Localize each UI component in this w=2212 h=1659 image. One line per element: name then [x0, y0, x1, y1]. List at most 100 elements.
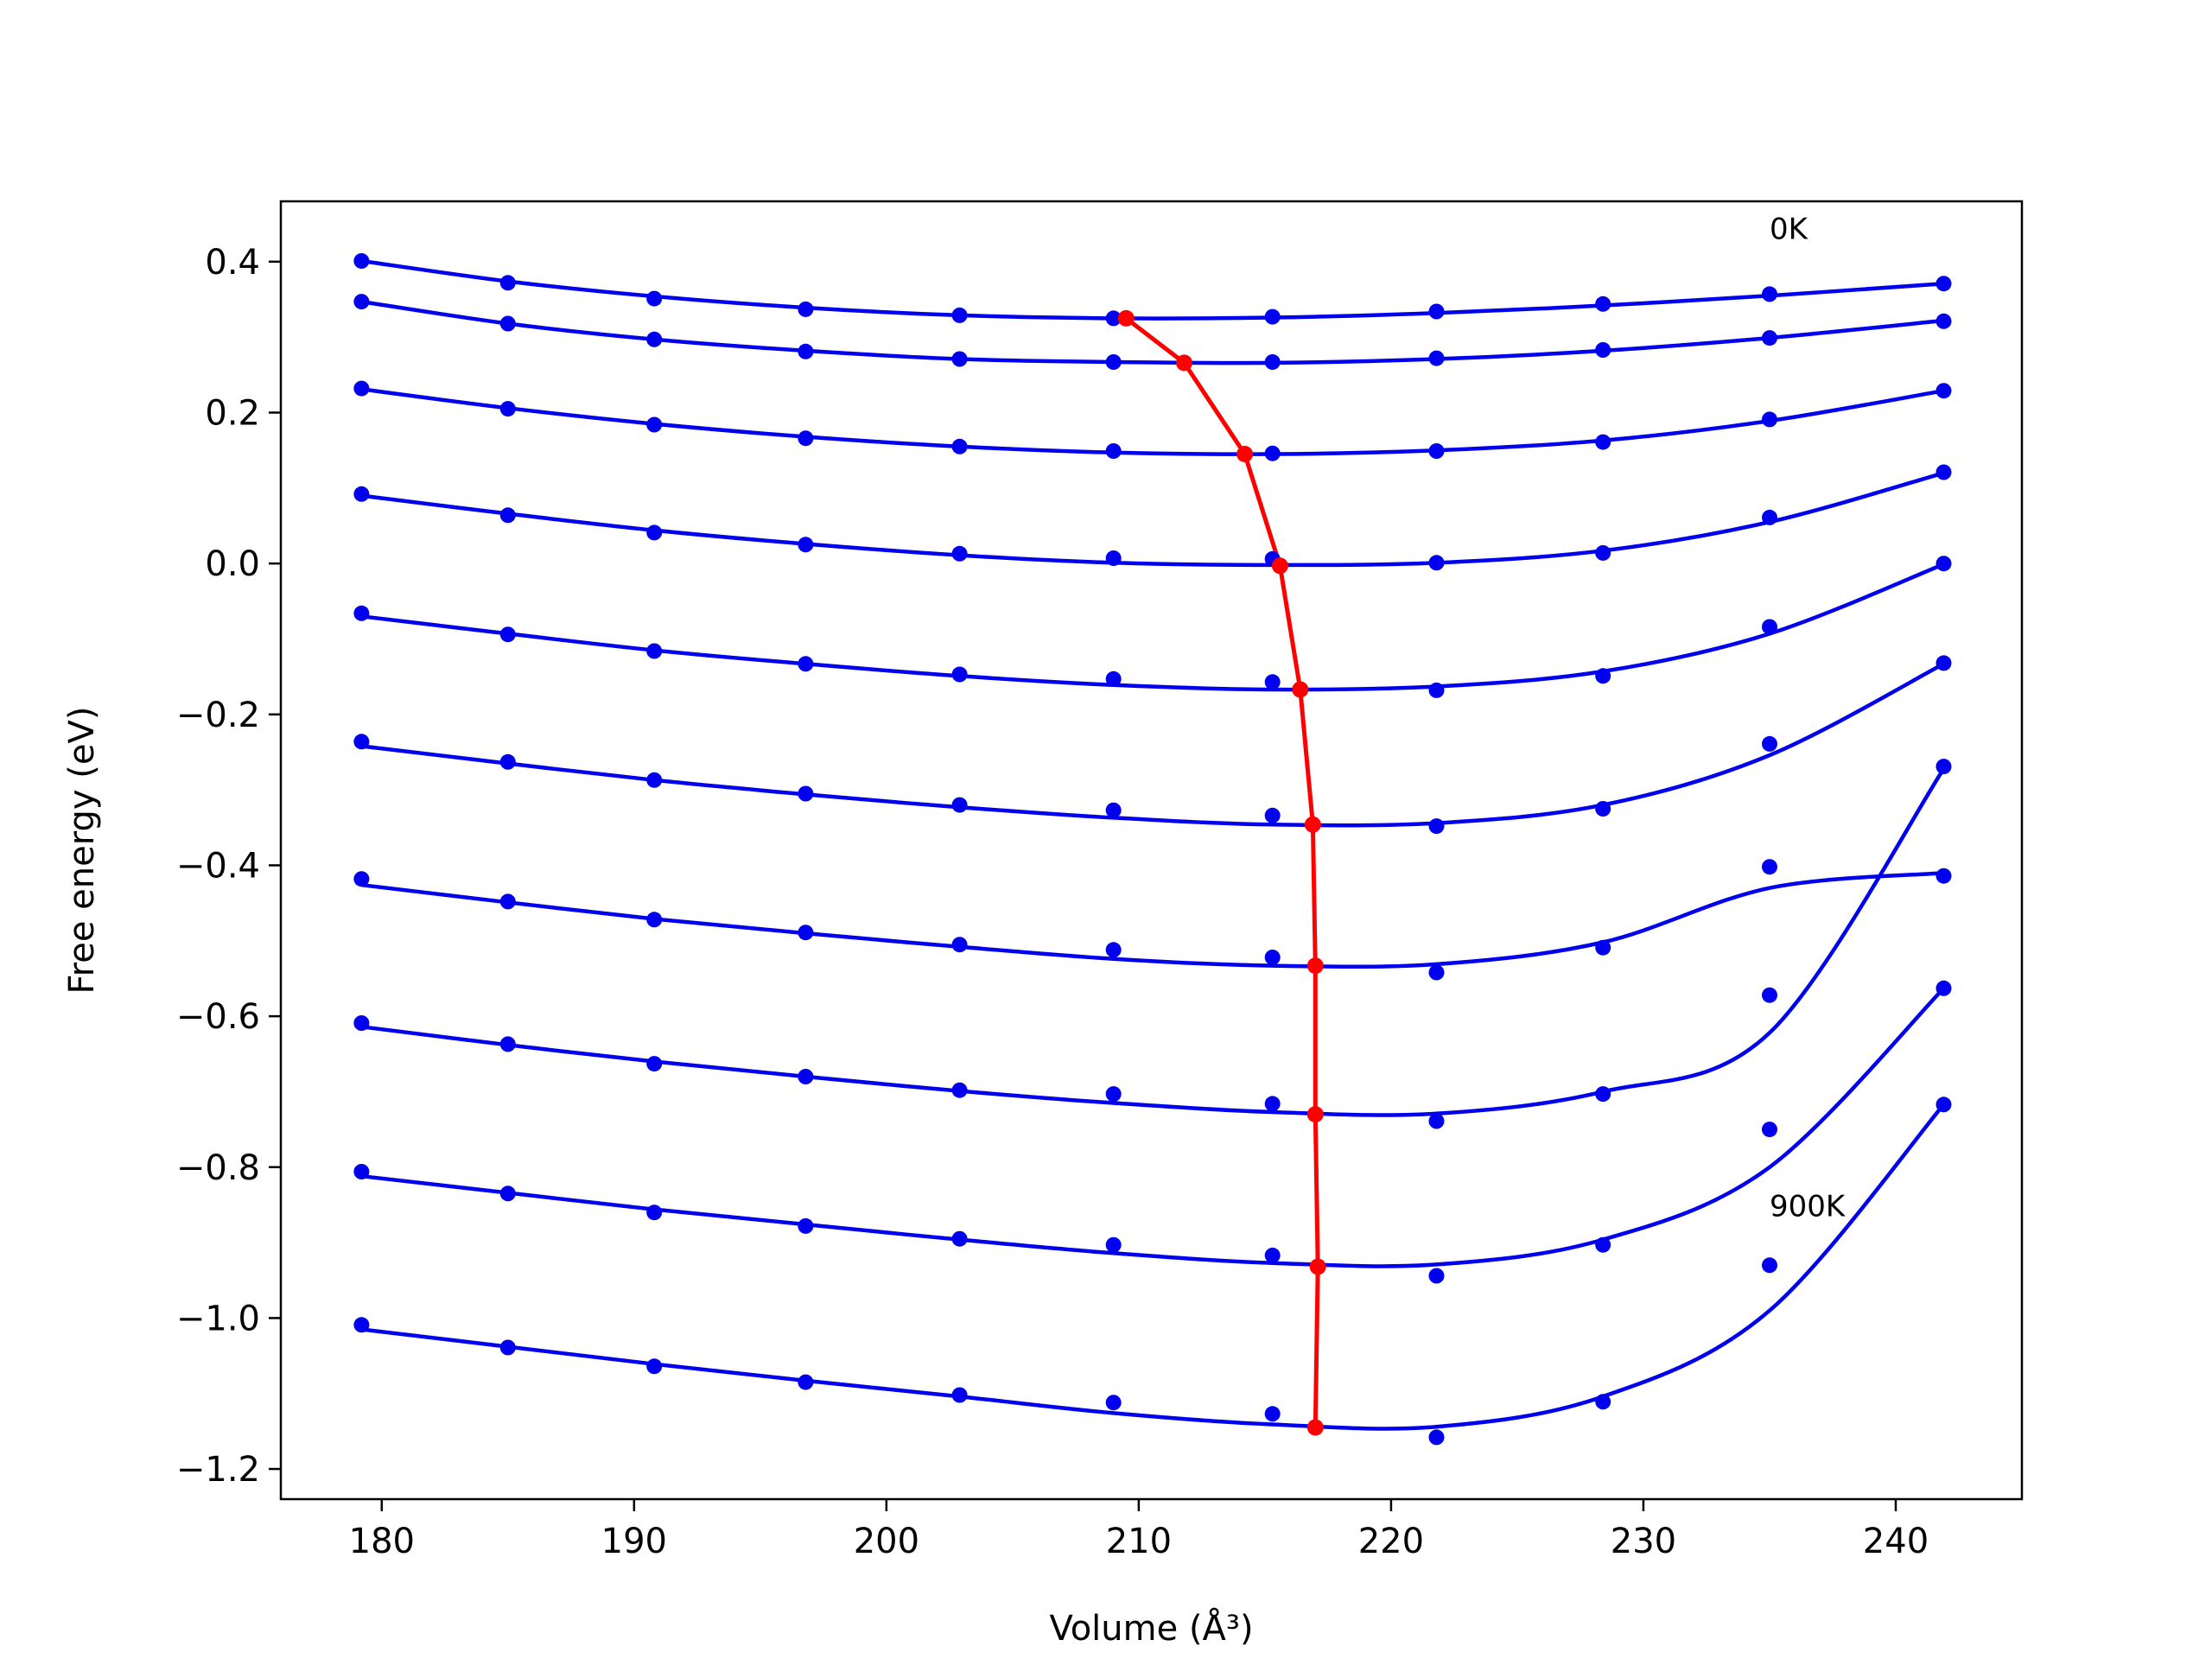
x-axis-ticks: 180 190 200 210 220 230 240	[349, 1499, 1929, 1561]
data-point	[353, 486, 370, 502]
data-point	[1264, 308, 1281, 325]
data-point	[798, 343, 814, 359]
data-point	[1762, 735, 1777, 752]
data-point	[1595, 1236, 1611, 1253]
data-point	[1762, 987, 1777, 1003]
fit-curve-3	[361, 387, 1944, 456]
data-point	[1595, 939, 1611, 956]
data-point	[353, 294, 370, 310]
y-tick-label: 0.2	[205, 394, 260, 434]
data-point	[951, 307, 968, 323]
data-point	[1936, 980, 1952, 996]
data-point	[1105, 310, 1122, 327]
data-point	[951, 1387, 968, 1403]
data-point	[1428, 818, 1445, 835]
data-point	[1264, 950, 1281, 965]
data-point	[1936, 1096, 1952, 1113]
data-point	[1936, 759, 1952, 775]
data-point	[798, 430, 814, 447]
annotations: 0K 900K	[1770, 213, 1847, 1224]
data-point	[646, 290, 663, 307]
data-point	[951, 797, 968, 813]
data-point	[798, 785, 814, 802]
data-point	[1595, 1394, 1611, 1410]
data-point	[499, 753, 516, 770]
x-tick-label: 210	[1106, 1522, 1172, 1561]
y-axis-ticks: 0.4 0.2 0.0 −0.2 −0.4 −0.6 −0.8 −1.0 −1.2	[176, 243, 281, 1490]
plot-frame	[279, 200, 2024, 1501]
data-point	[1762, 859, 1777, 875]
y-tick-label: −1.2	[176, 1450, 260, 1490]
data-point	[1105, 354, 1122, 370]
data-point	[499, 626, 516, 643]
data-point	[798, 656, 814, 672]
data-point	[1936, 556, 1952, 572]
data-point	[353, 380, 370, 397]
data-point	[353, 1015, 370, 1031]
data-point	[1595, 668, 1611, 684]
data-point	[1595, 801, 1611, 817]
data-point	[1264, 1096, 1281, 1112]
x-tick-label: 230	[1611, 1522, 1676, 1561]
fit-curves	[361, 258, 1946, 1431]
minimum-point	[1306, 1419, 1324, 1436]
x-tick-label: 200	[854, 1522, 919, 1561]
y-tick-label: −0.2	[176, 696, 260, 735]
data-point	[499, 1036, 516, 1052]
x-tick-label: 240	[1863, 1522, 1929, 1561]
data-point	[1595, 544, 1611, 561]
y-tick-label: 0.4	[205, 243, 260, 283]
data-point	[1936, 276, 1952, 292]
minimum-point	[1236, 446, 1254, 462]
data-point	[1264, 1247, 1281, 1263]
data-point	[646, 643, 663, 659]
data-point	[1428, 1113, 1445, 1129]
data-point	[1428, 303, 1445, 320]
y-tick-label: −0.4	[176, 846, 260, 886]
data-point	[1762, 1122, 1777, 1138]
fit-curve-8	[361, 767, 1946, 1117]
data-point	[1428, 555, 1445, 571]
data-point	[798, 1374, 814, 1390]
data-point	[951, 438, 968, 454]
minimum-point	[1309, 1258, 1326, 1275]
temperature-annotation: 0K	[1770, 213, 1809, 247]
data-point	[1105, 1395, 1122, 1411]
data-point	[1762, 1257, 1777, 1274]
fit-curve-5	[361, 562, 1945, 692]
data-point	[951, 1230, 968, 1247]
data-point	[1936, 383, 1952, 399]
data-point	[499, 507, 516, 524]
data-point	[798, 1217, 814, 1234]
data-point	[1428, 443, 1445, 459]
data-point	[1762, 330, 1777, 346]
x-tick-label: 180	[349, 1522, 415, 1561]
data-point	[951, 937, 968, 953]
data-point	[646, 1205, 663, 1221]
data-point	[1936, 464, 1952, 480]
data-point	[353, 605, 370, 621]
data-point	[798, 925, 814, 941]
data-point	[1428, 964, 1445, 981]
data-point	[1428, 1429, 1445, 1446]
temperature-annotation: 900K	[1770, 1190, 1847, 1224]
data-point	[1936, 313, 1952, 329]
y-tick-label: −1.0	[176, 1299, 260, 1338]
data-point	[1595, 1086, 1611, 1103]
minimum-points	[1117, 309, 1326, 1436]
fit-curve-6	[361, 662, 1945, 828]
data-point	[646, 331, 663, 347]
fit-curve-9	[361, 987, 1946, 1268]
minimum-point	[1176, 354, 1192, 372]
data-point	[1762, 509, 1777, 525]
minimum-point	[1306, 1106, 1324, 1123]
fit-curve-1	[361, 258, 1944, 321]
data-point	[798, 537, 814, 553]
data-point	[951, 351, 968, 367]
data-point	[353, 253, 370, 269]
data-point	[1264, 1406, 1281, 1422]
data-point	[1762, 411, 1777, 428]
data-point	[1936, 655, 1952, 671]
data-point	[1264, 354, 1281, 370]
